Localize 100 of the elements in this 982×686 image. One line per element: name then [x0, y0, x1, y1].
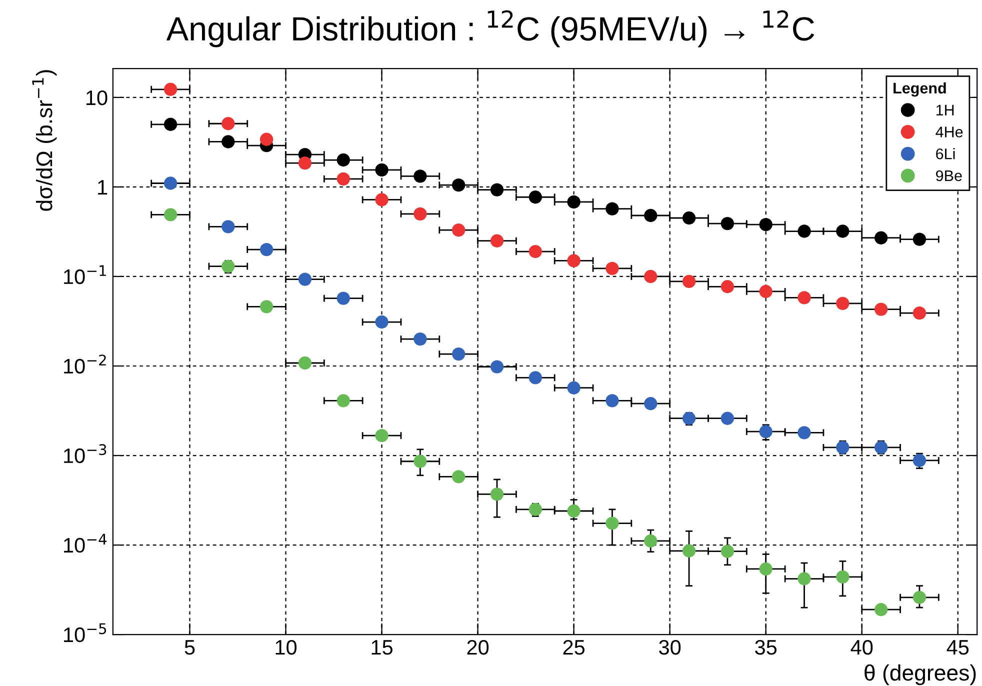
point	[682, 211, 696, 225]
point	[567, 381, 580, 394]
point	[298, 272, 312, 286]
y-tick-label: 10	[86, 90, 108, 106]
point	[375, 193, 388, 206]
point	[720, 280, 734, 294]
point	[452, 223, 466, 237]
point	[336, 172, 350, 186]
point	[164, 118, 178, 131]
point	[222, 220, 235, 234]
point	[260, 242, 274, 256]
point	[874, 231, 888, 244]
point	[490, 234, 504, 248]
point	[567, 504, 580, 518]
point	[836, 224, 850, 238]
point	[798, 426, 811, 440]
point	[912, 306, 926, 320]
point	[798, 291, 811, 304]
point	[528, 244, 542, 258]
y-axis-title: dσ/dΩ (b.sr$^{−1}$)	[32, 70, 57, 211]
point	[798, 224, 811, 238]
point	[260, 132, 274, 146]
point	[644, 534, 658, 548]
point	[720, 544, 734, 558]
point	[375, 163, 388, 177]
x-tick-label: 35	[755, 640, 777, 655]
point	[606, 202, 619, 216]
y-tick-label: 10$^{−1}$	[64, 265, 106, 284]
point	[414, 454, 427, 468]
point	[874, 302, 888, 316]
point	[682, 544, 696, 558]
point	[759, 562, 772, 576]
point	[375, 428, 388, 442]
x-tick-label: 5	[184, 640, 195, 655]
point	[759, 284, 772, 298]
y-tick-label: 10$^{−5}$	[64, 623, 106, 642]
point	[912, 590, 926, 604]
point	[528, 371, 542, 384]
point	[874, 440, 888, 454]
point	[222, 135, 235, 148]
point	[298, 156, 312, 170]
point	[836, 570, 850, 584]
y-tick-label: 10$^{−4}$	[64, 534, 106, 553]
point	[452, 470, 466, 484]
point	[606, 262, 619, 276]
y-tick-label: 1	[98, 180, 108, 195]
point	[798, 572, 811, 586]
point	[606, 516, 619, 530]
point	[336, 153, 350, 167]
point	[164, 208, 178, 222]
point	[682, 412, 696, 425]
point	[759, 425, 772, 438]
x-tick-label: 25	[563, 640, 585, 655]
point	[414, 170, 427, 183]
point	[528, 502, 542, 516]
x-tick-label: 45	[946, 640, 969, 655]
y-tick-label: 10$^{−2}$	[64, 354, 106, 374]
x-axis-title: θ (degrees)	[864, 664, 976, 686]
point	[298, 356, 312, 370]
point	[644, 270, 658, 284]
point	[836, 296, 850, 310]
point	[874, 603, 888, 616]
point	[682, 274, 696, 288]
point	[164, 176, 178, 190]
legend-label: 4He	[936, 126, 963, 138]
point	[912, 232, 926, 246]
point	[375, 315, 388, 329]
point	[336, 292, 350, 305]
point	[490, 488, 504, 501]
point	[567, 195, 580, 209]
point	[336, 394, 350, 408]
chart-title: Angular Distribution : $^{12}$C (95MEV/u) → $^{12}$C	[166, 10, 814, 48]
point	[528, 190, 542, 204]
point	[720, 216, 734, 230]
point	[567, 254, 580, 268]
x-tick-label: 40	[850, 640, 873, 655]
x-tick-label: 15	[372, 640, 392, 655]
y-tick-label: 10$^{−3}$	[64, 444, 106, 464]
point	[452, 347, 466, 361]
legend-title: Legend	[894, 82, 946, 97]
point	[164, 82, 178, 96]
point	[644, 397, 658, 410]
legend-label: 9Be	[936, 170, 962, 182]
point	[452, 178, 466, 192]
point	[222, 117, 235, 130]
point	[759, 218, 772, 232]
legend-label: 1H	[936, 104, 954, 116]
point	[912, 454, 926, 468]
point	[490, 360, 504, 374]
point	[720, 412, 734, 425]
point	[644, 208, 658, 222]
x-tick-label: 30	[659, 640, 681, 655]
point	[606, 394, 619, 408]
point	[260, 300, 274, 314]
point	[414, 332, 427, 346]
point	[490, 183, 504, 196]
point	[414, 207, 427, 220]
legend-label: 6Li	[936, 148, 955, 160]
x-tick-label: 20	[467, 640, 489, 655]
point	[836, 440, 850, 454]
